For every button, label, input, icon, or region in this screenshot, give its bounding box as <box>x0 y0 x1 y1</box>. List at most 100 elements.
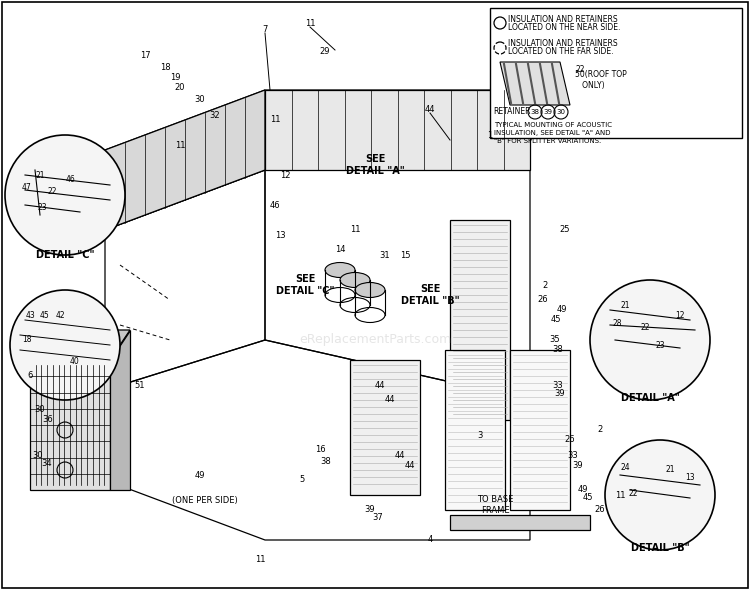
Text: 17: 17 <box>140 51 150 60</box>
Text: DETAIL "A": DETAIL "A" <box>621 393 680 403</box>
Text: 42: 42 <box>56 312 64 320</box>
Text: 30: 30 <box>34 405 45 415</box>
Text: LOCATED ON THE NEAR SIDE.: LOCATED ON THE NEAR SIDE. <box>508 24 620 32</box>
Polygon shape <box>110 330 130 490</box>
Text: 22: 22 <box>628 489 638 497</box>
Text: 39: 39 <box>555 388 566 398</box>
Text: 23: 23 <box>38 202 46 211</box>
Polygon shape <box>450 220 510 420</box>
Circle shape <box>605 440 715 550</box>
Text: 50(ROOF TOP
   ONLY): 50(ROOF TOP ONLY) <box>575 70 627 90</box>
Text: 30: 30 <box>195 96 206 104</box>
Text: 38: 38 <box>530 109 539 115</box>
Text: 11: 11 <box>304 18 315 28</box>
Text: 49: 49 <box>578 486 588 494</box>
Polygon shape <box>445 350 505 510</box>
Text: TO BASE
FRAME: TO BASE FRAME <box>477 495 513 514</box>
Text: 12: 12 <box>675 312 685 320</box>
Text: 22: 22 <box>47 188 57 196</box>
Circle shape <box>494 17 506 29</box>
Ellipse shape <box>340 273 370 287</box>
Text: 46: 46 <box>65 175 75 185</box>
Text: 39: 39 <box>573 461 584 470</box>
Text: 38: 38 <box>321 457 332 467</box>
Ellipse shape <box>355 283 385 297</box>
Circle shape <box>10 290 120 400</box>
Text: DETAIL "B": DETAIL "B" <box>631 543 689 553</box>
Circle shape <box>5 135 125 255</box>
Text: 46: 46 <box>270 201 280 209</box>
Text: 26: 26 <box>565 435 575 444</box>
Polygon shape <box>510 350 570 510</box>
Text: 13: 13 <box>686 473 694 481</box>
Text: 39: 39 <box>364 506 375 514</box>
Text: 19: 19 <box>170 74 180 83</box>
Text: 49: 49 <box>556 306 567 314</box>
Text: 45: 45 <box>583 493 593 503</box>
Text: 24: 24 <box>620 464 630 473</box>
Text: 11: 11 <box>255 556 266 565</box>
Polygon shape <box>30 360 110 490</box>
Text: 13: 13 <box>274 231 285 240</box>
FancyBboxPatch shape <box>490 8 742 138</box>
Text: 34: 34 <box>42 458 52 467</box>
Text: SEE
DETAIL "B": SEE DETAIL "B" <box>400 284 459 306</box>
Text: SEE
DETAIL "A": SEE DETAIL "A" <box>346 154 404 176</box>
Text: 31: 31 <box>380 251 390 260</box>
Text: (ONE PER SIDE): (ONE PER SIDE) <box>172 496 238 504</box>
Text: 6: 6 <box>27 371 33 379</box>
Text: 45: 45 <box>40 312 50 320</box>
Text: INSULATION AND RETAINERS: INSULATION AND RETAINERS <box>508 15 618 25</box>
Text: eReplacementParts.com: eReplacementParts.com <box>298 333 452 346</box>
Text: 33: 33 <box>553 381 563 389</box>
Text: 43: 43 <box>26 310 34 320</box>
Text: 2: 2 <box>597 425 603 434</box>
Text: 7: 7 <box>262 25 268 34</box>
Text: 11: 11 <box>270 116 280 124</box>
Text: 49: 49 <box>195 470 206 480</box>
Text: 14: 14 <box>334 245 345 254</box>
Text: 44: 44 <box>385 395 395 405</box>
Text: 12: 12 <box>280 171 290 179</box>
Text: 4: 4 <box>427 536 433 545</box>
Text: 40: 40 <box>70 358 80 366</box>
Text: 33: 33 <box>568 451 578 460</box>
Text: 3: 3 <box>477 431 483 440</box>
Ellipse shape <box>325 263 355 277</box>
Text: 47: 47 <box>22 183 32 192</box>
Text: 51: 51 <box>135 381 146 389</box>
Text: 38: 38 <box>553 346 563 355</box>
Text: 28: 28 <box>612 320 622 329</box>
Text: 11: 11 <box>175 140 185 149</box>
Text: 18: 18 <box>22 336 32 345</box>
Text: 11: 11 <box>615 490 626 500</box>
Text: 21: 21 <box>620 300 630 310</box>
Polygon shape <box>265 90 530 170</box>
Text: 44: 44 <box>405 461 416 470</box>
Text: 44: 44 <box>394 451 405 460</box>
Bar <box>450 515 590 530</box>
Text: 11: 11 <box>350 225 360 234</box>
Text: 23: 23 <box>656 340 664 349</box>
Polygon shape <box>350 360 420 495</box>
Text: LOCATED ON THE FAR SIDE.: LOCATED ON THE FAR SIDE. <box>508 48 614 57</box>
Text: RETAINER: RETAINER <box>493 107 530 116</box>
Text: 37: 37 <box>373 513 383 523</box>
Text: DETAIL "C": DETAIL "C" <box>36 250 94 260</box>
Text: 22: 22 <box>640 323 650 333</box>
Text: TYPICAL MOUNTING OF ACOUSTIC
INSULATION, SEE DETAIL "A" AND
"B" FOR SPLITTER VAR: TYPICAL MOUNTING OF ACOUSTIC INSULATION,… <box>494 122 612 144</box>
Text: 26: 26 <box>595 506 605 514</box>
Text: 1: 1 <box>488 130 493 139</box>
Text: 30: 30 <box>33 451 44 460</box>
Text: 2: 2 <box>542 280 548 290</box>
Polygon shape <box>30 330 130 360</box>
Text: 16: 16 <box>315 445 326 454</box>
Text: 18: 18 <box>160 64 170 73</box>
Text: 21: 21 <box>665 466 675 474</box>
Text: SEE
DETAIL "C": SEE DETAIL "C" <box>276 274 334 296</box>
Text: 20: 20 <box>175 84 185 93</box>
Circle shape <box>590 280 710 400</box>
Text: 39: 39 <box>544 109 553 115</box>
Text: 36: 36 <box>43 415 53 424</box>
Text: 29: 29 <box>320 48 330 57</box>
